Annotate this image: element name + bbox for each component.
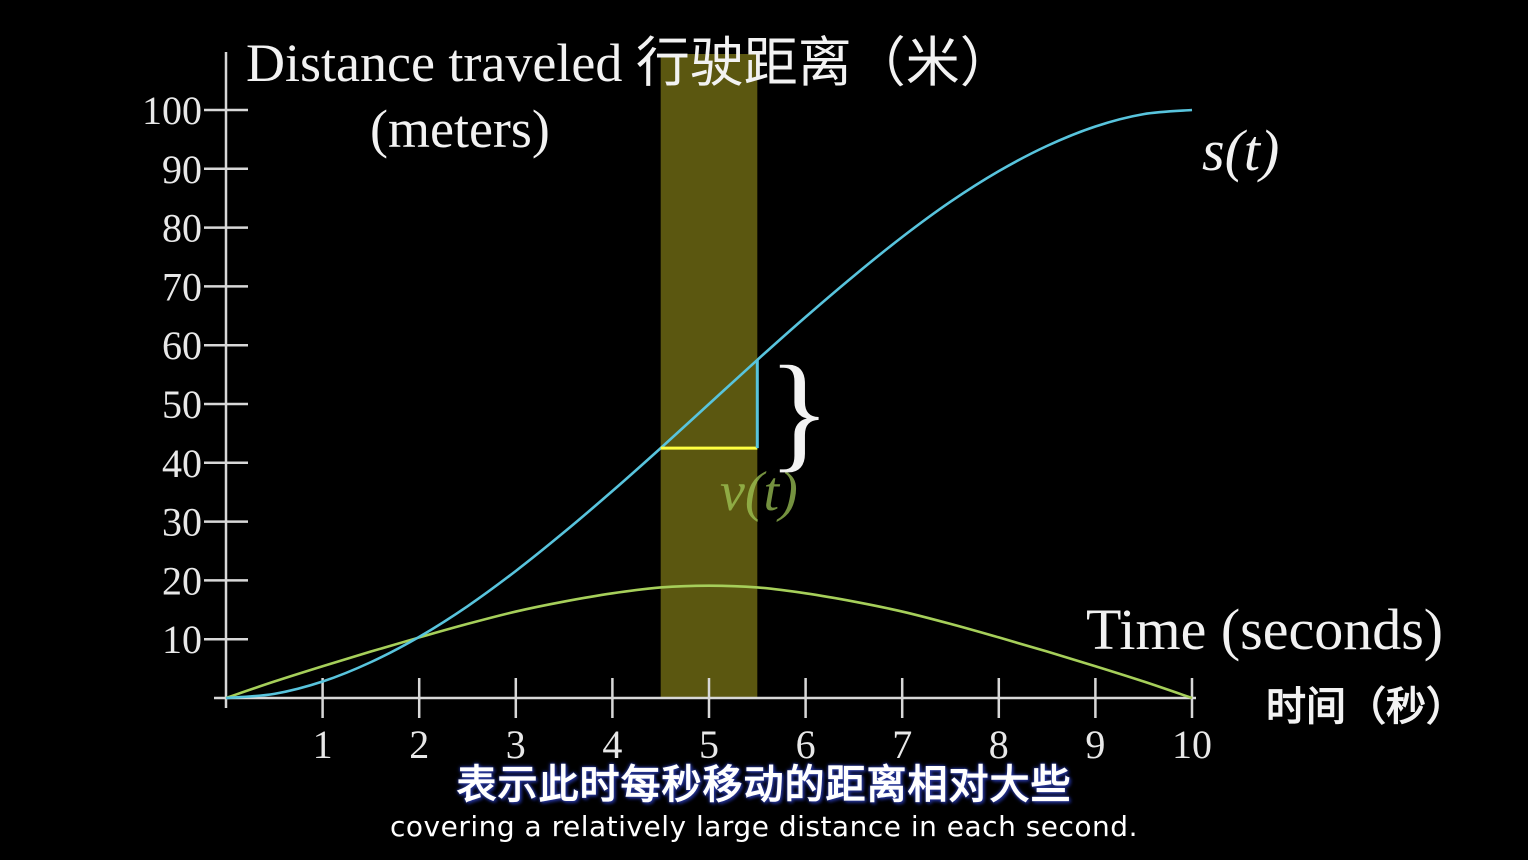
x-tick-label: 7 <box>892 722 912 767</box>
rise-brace: } <box>768 340 830 484</box>
x-axis-title-line1: Time (seconds) <box>1086 597 1444 662</box>
y-tick-label: 70 <box>162 264 202 309</box>
y-tick-label: 40 <box>162 441 202 486</box>
x-tick-label: 4 <box>602 722 622 767</box>
x-tick-label: 8 <box>989 722 1009 767</box>
y-tick-label: 20 <box>162 558 202 603</box>
x-tick-label: 1 <box>313 722 333 767</box>
series-line-st <box>225 108 1193 700</box>
y-tick-label: 90 <box>162 147 202 192</box>
x-tick-label: 5 <box>699 722 719 767</box>
x-tick-label: 9 <box>1085 722 1105 767</box>
x-tick-label: 10 <box>1172 722 1212 767</box>
subtitle-chinese: 表示此时每秒移动的距离相对大些 <box>456 762 1072 808</box>
s-curve-label: s(t) <box>1202 118 1279 183</box>
y-tick-label: 10 <box>162 617 202 662</box>
y-axis-title-line1: Distance traveled 行驶距离（米） <box>246 33 1014 93</box>
y-tick-label: 60 <box>162 323 202 368</box>
y-tick-label: 80 <box>162 206 202 251</box>
highlight-band <box>660 54 758 698</box>
y-tick-label: 100 <box>142 88 202 133</box>
v-curve-label: v(t) <box>720 461 798 523</box>
y-tick-label: 30 <box>162 500 202 545</box>
subtitle-english: covering a relatively large distance in … <box>390 810 1138 843</box>
x-axis-title-line2: 时间（秒） <box>1266 684 1466 730</box>
y-axis-title-line2: (meters) <box>370 99 550 159</box>
y-tick-label: 50 <box>162 382 202 427</box>
x-tick-label: 2 <box>409 722 429 767</box>
series-line-vt <box>225 584 1193 700</box>
x-tick-label: 6 <box>796 722 816 767</box>
x-tick-label: 3 <box>506 722 526 767</box>
